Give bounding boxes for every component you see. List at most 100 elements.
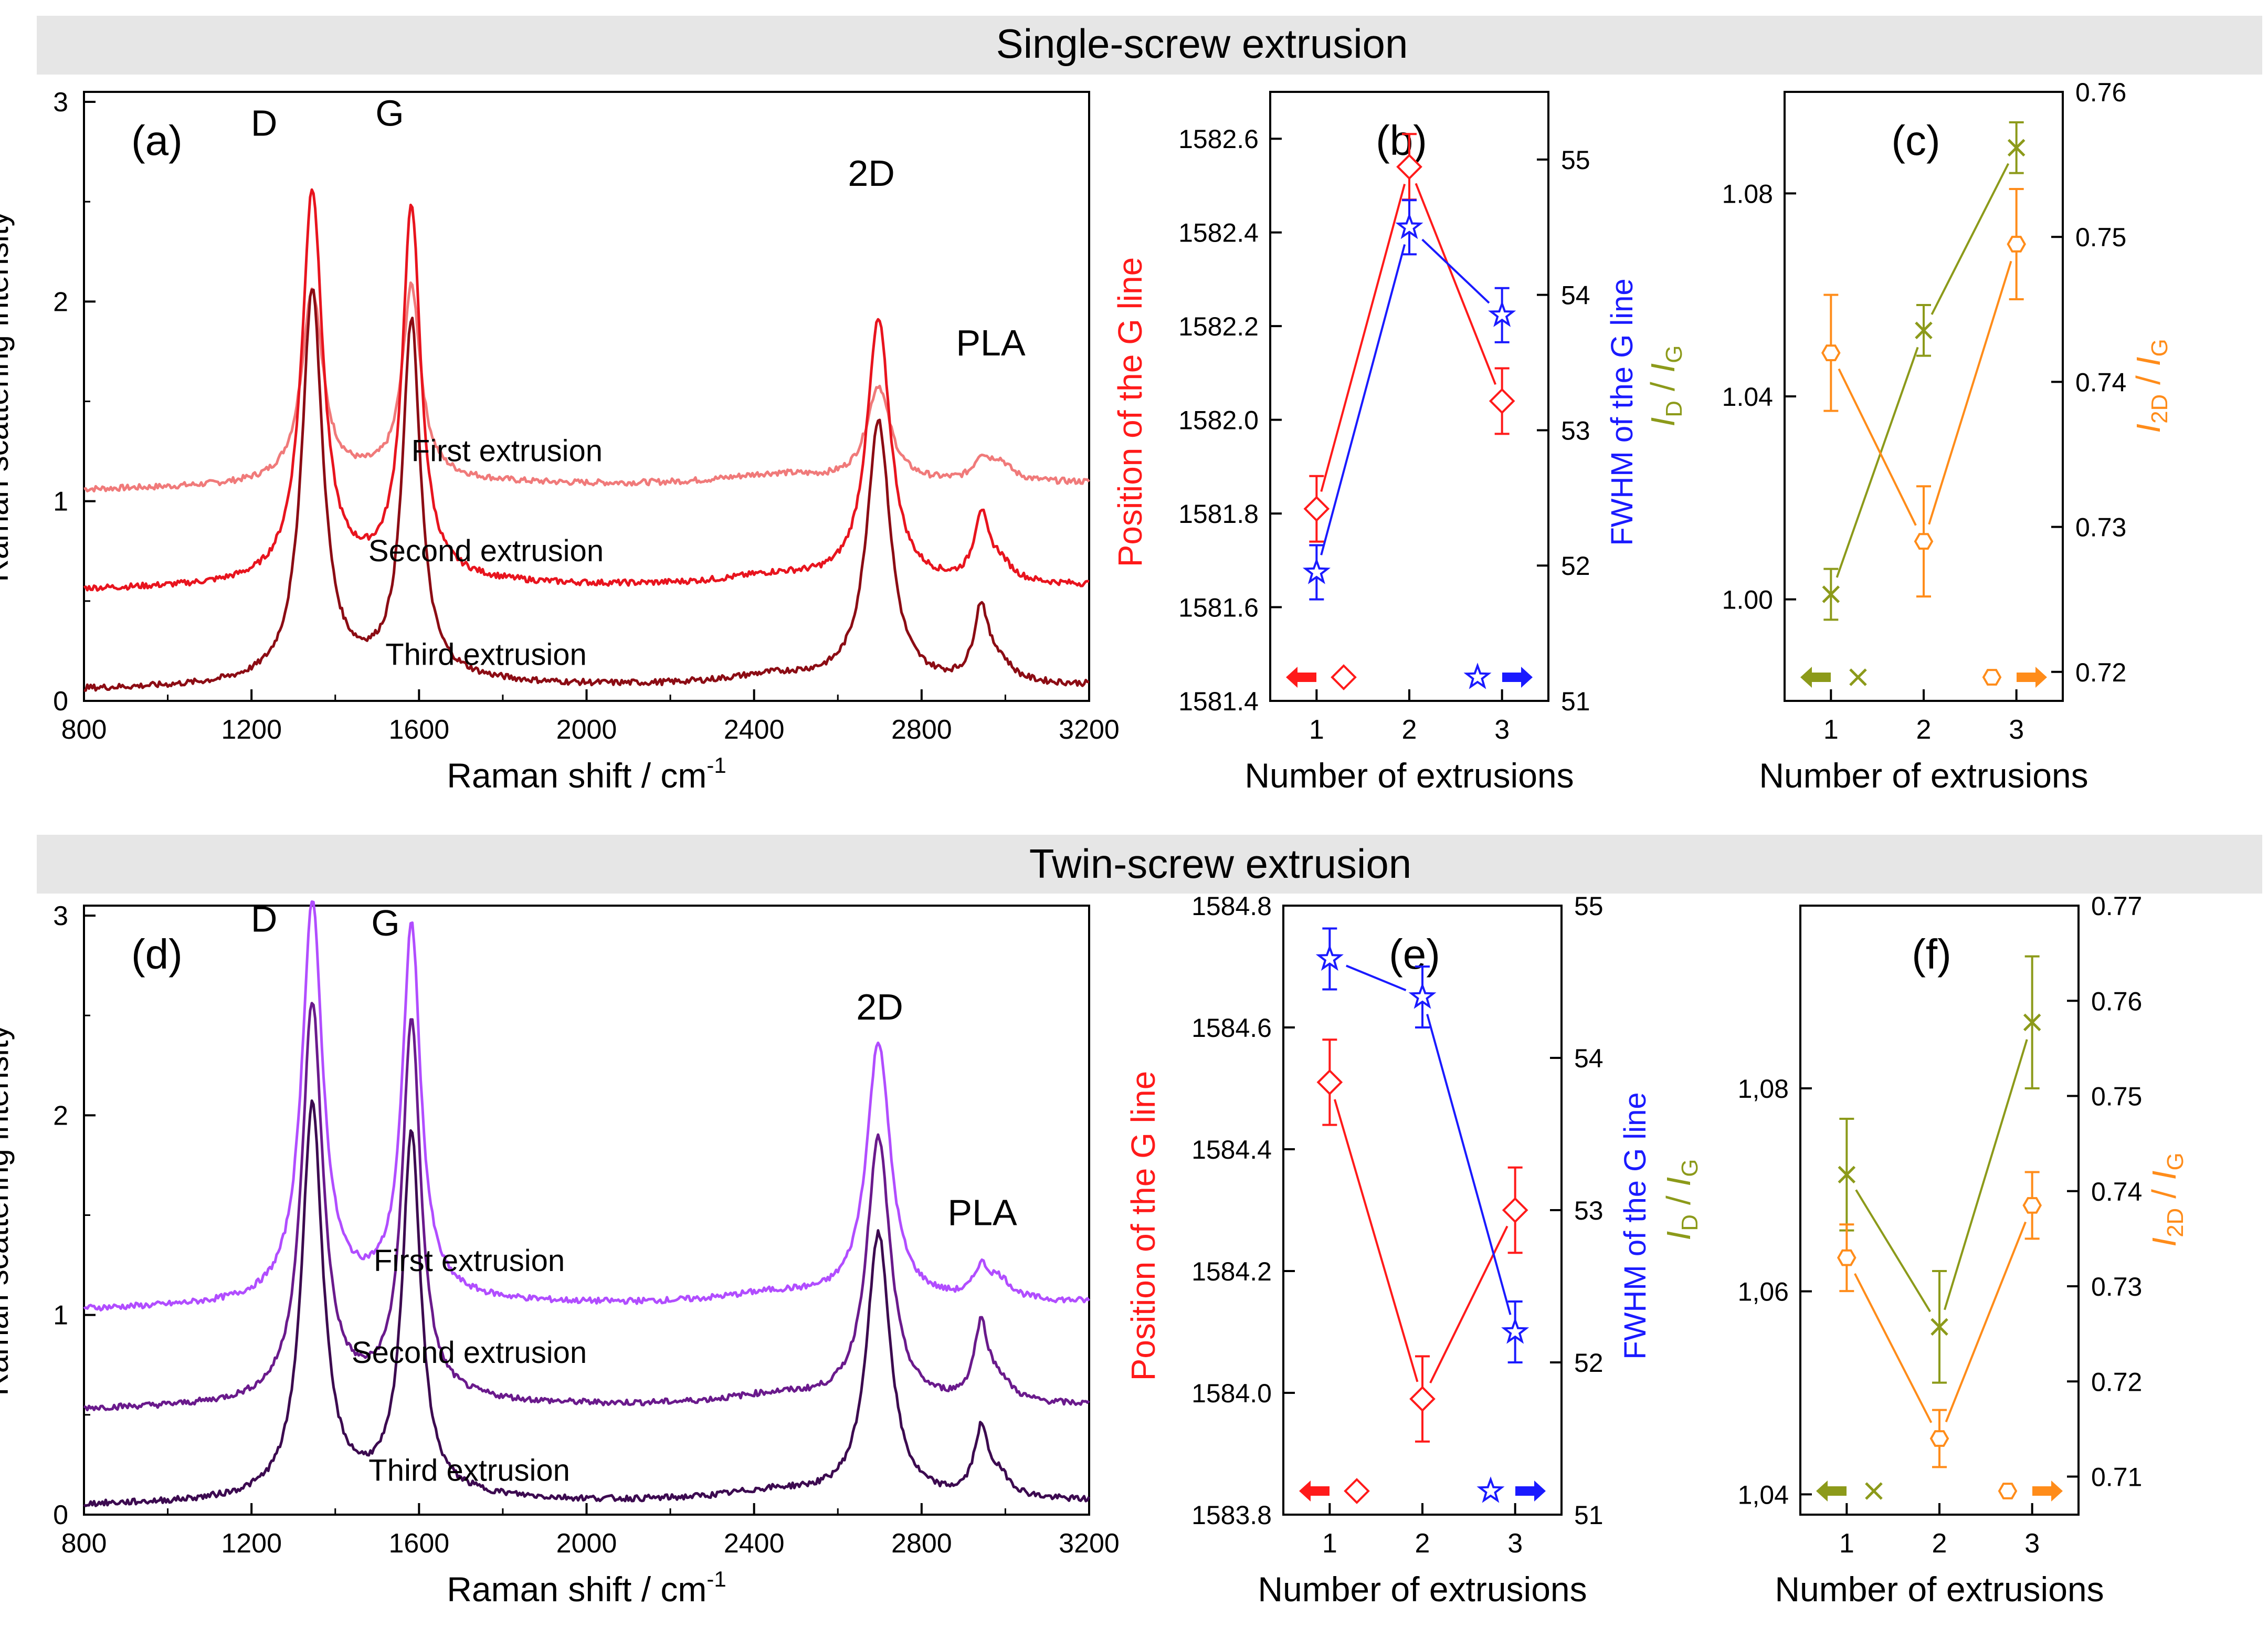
series-label: Third extrusion — [385, 638, 587, 672]
twin-screw-title: Twin-screw extrusion — [1029, 841, 1411, 887]
y-tick-label: 2 — [53, 1100, 68, 1131]
marker-cross — [1931, 1318, 1948, 1336]
y-tick-label: 3 — [53, 87, 68, 118]
x-tick-label: 2800 — [891, 715, 952, 745]
x-tick-label: 2 — [1932, 1528, 1947, 1559]
marker-diamond — [1331, 664, 1357, 690]
single-screw-banner — [37, 16, 2262, 75]
marker-hexagon — [2007, 236, 2027, 253]
y-left-tick-label: 1583.8 — [1191, 1500, 1272, 1530]
peak-label: D — [251, 103, 278, 144]
series-line — [1421, 238, 1490, 304]
series-line — [1836, 347, 1919, 578]
x-tick-label: 1600 — [388, 1528, 449, 1559]
y-left-tick-label: 1584.8 — [1191, 891, 1272, 921]
marker-diamond — [1502, 1197, 1528, 1223]
series-line — [1855, 1189, 1932, 1313]
marker-hexagon — [1998, 1483, 2018, 1499]
marker-hexagon — [1821, 344, 1841, 361]
peak-label: D — [251, 898, 278, 939]
marker-star — [1501, 1317, 1529, 1344]
x-tick-label: 1200 — [221, 1528, 282, 1559]
x-tick-label: 800 — [61, 1528, 107, 1559]
x-tick-label: 2400 — [724, 715, 785, 745]
y-right-tick-label: 51 — [1574, 1500, 1604, 1530]
y-axis-label: Raman scattering intensity — [0, 211, 15, 582]
marker-hexagon — [1982, 669, 2002, 686]
y-tick-label: 3 — [53, 901, 68, 931]
x-axis-label: Number of extrusions — [1258, 1570, 1587, 1609]
y-left-tick-label: 1581.6 — [1178, 593, 1259, 623]
x-tick-label: 1 — [1322, 1528, 1337, 1559]
y-axis-label: Raman scattering intensity — [0, 1025, 15, 1396]
marker-star — [1463, 663, 1492, 689]
y-right-axis-label: FWHM of the G line — [1605, 278, 1639, 545]
single-screw-title: Single-screw extrusion — [996, 20, 1408, 67]
y-left-axis-label: ID / IG — [1660, 1159, 1703, 1241]
x-tick-label: 2000 — [556, 715, 617, 745]
y-left-tick-label: 1,06 — [1738, 1277, 1789, 1307]
peak-label: G — [371, 902, 399, 943]
series-label: Second extrusion — [352, 1336, 587, 1370]
marker-hexagon — [1929, 1430, 1949, 1447]
y-right-tick-label: 54 — [1561, 281, 1590, 310]
y-tick-label: 0 — [53, 1500, 68, 1530]
panel-a: 800 1200 1600 2000 2400 2800 3200 0 1 2 3 Raman shi… — [0, 87, 1120, 795]
y-left-axis-label: ID / IG — [1644, 345, 1687, 427]
marker-cross — [1865, 1482, 1883, 1500]
x-tick-label: 3 — [2024, 1528, 2040, 1559]
marker-diamond — [1303, 496, 1330, 522]
y-left-tick-label: 1582.4 — [1178, 218, 1259, 248]
x-tick-label: 1600 — [388, 715, 449, 745]
y-tick-label: 1 — [53, 487, 68, 517]
x-axis-label: Raman shift / cm-1 — [447, 1567, 726, 1609]
panel-d: 800 1200 1600 2000 2400 2800 3200 0 1 2 3 Raman shi… — [0, 898, 1120, 1609]
series-line — [1320, 184, 1406, 492]
marker-star — [1302, 558, 1331, 584]
x-tick-label: 1 — [1309, 715, 1324, 745]
marker-star — [1476, 1476, 1505, 1503]
y-right-tick-label: 0.71 — [2091, 1463, 2142, 1492]
peak-label: G — [375, 93, 404, 134]
y-right-tick-label: 0.77 — [2091, 891, 2142, 921]
left-axis-arrow — [1299, 1481, 1330, 1502]
panel-label: (d) — [131, 931, 183, 978]
y-right-tick-label: 0.72 — [2075, 658, 2126, 687]
series-label: First extrusion — [412, 434, 603, 468]
series-line — [1838, 368, 1917, 526]
x-axis-label: Number of extrusions — [1244, 756, 1574, 795]
panel-label: (f) — [1912, 931, 1951, 978]
x-tick-label: 3 — [2009, 715, 2024, 745]
y-left-tick-label: 1581.4 — [1178, 687, 1259, 716]
x-tick-label: 1 — [1823, 715, 1839, 745]
y-right-tick-label: 0.76 — [2091, 986, 2142, 1016]
marker-cross — [1838, 1166, 1856, 1184]
marker-diamond — [1396, 153, 1422, 180]
left-axis-arrow — [1800, 667, 1831, 688]
x-tick-label: 3200 — [1059, 1528, 1120, 1559]
marker-star — [1488, 300, 1516, 327]
series-line — [1854, 1273, 1933, 1423]
right-axis-arrow — [1515, 1481, 1546, 1502]
x-axis-label: Number of extrusions — [1759, 756, 2088, 795]
x-tick-label: 2 — [1415, 1528, 1430, 1559]
series-line — [1415, 183, 1497, 385]
y-right-tick-label: 53 — [1561, 416, 1590, 445]
panel-label: (e) — [1389, 931, 1440, 978]
twin-screw-banner — [37, 835, 2262, 894]
y-right-tick-label: 0.75 — [2091, 1082, 2142, 1111]
panel-label: (b) — [1376, 117, 1427, 164]
y-tick-label: 0 — [53, 686, 68, 717]
y-tick-label: 1 — [53, 1300, 68, 1331]
marker-cross — [1822, 585, 1840, 603]
y-left-tick-label: 1582.0 — [1178, 406, 1259, 435]
x-axis-label: Number of extrusions — [1775, 1570, 2104, 1609]
y-left-tick-label: 1582.2 — [1178, 312, 1259, 341]
y-right-tick-label: 53 — [1574, 1196, 1604, 1225]
marker-cross — [1915, 321, 1933, 340]
series-line — [1429, 1225, 1509, 1383]
y-right-tick-label: 0.76 — [2075, 78, 2126, 107]
spectrum-1 — [83, 900, 1091, 1312]
panel-label: (c) — [1891, 117, 1940, 164]
